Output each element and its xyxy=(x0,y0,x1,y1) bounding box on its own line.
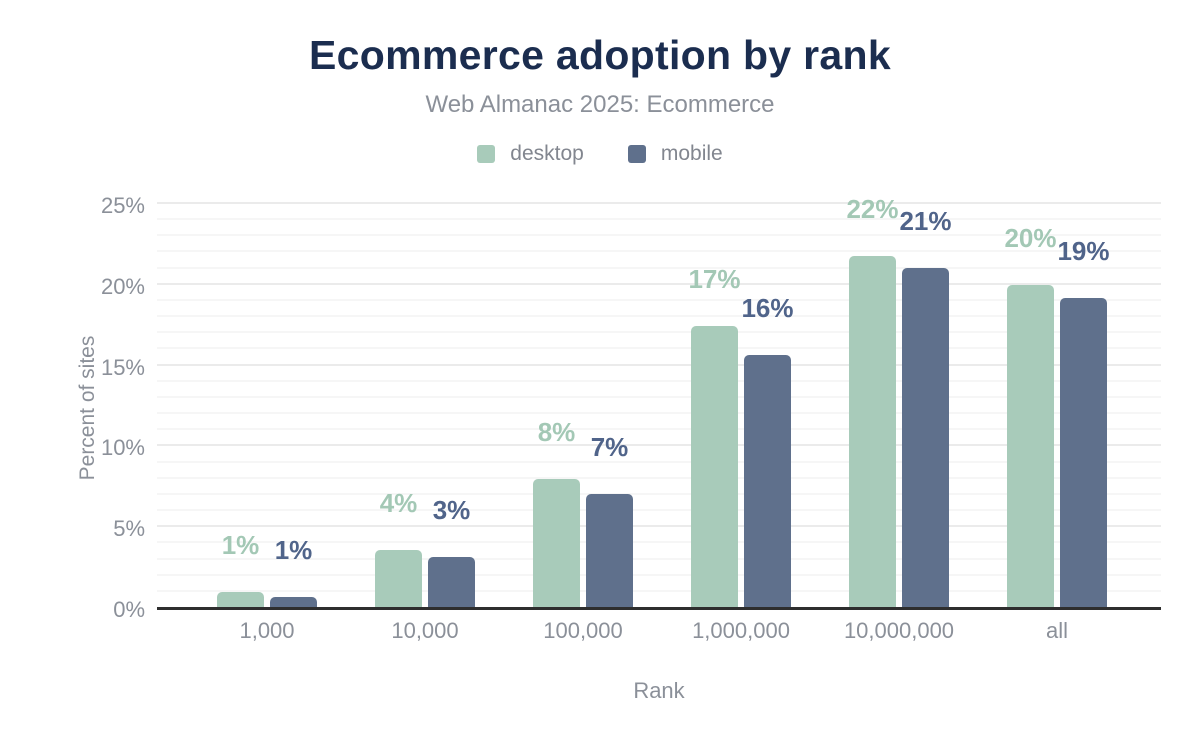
gridline-minor xyxy=(157,395,1161,398)
y-tick-label: 5% xyxy=(113,516,145,542)
gridline-minor xyxy=(157,315,1161,318)
bar-value-label-desktop-2: 4% xyxy=(379,488,418,519)
bar-mobile-4: 16% xyxy=(741,295,794,607)
bar-desktop-5: 22% xyxy=(846,196,899,607)
gridline-minor xyxy=(157,266,1161,269)
gridline-major xyxy=(157,363,1161,366)
x-tick-label: all xyxy=(1045,618,1068,643)
bar-desktop-6: 20% xyxy=(1004,225,1057,607)
legend: desktop mobile xyxy=(0,142,1200,166)
bar-value-label-mobile-6: 19% xyxy=(1057,236,1110,267)
gridline-minor xyxy=(157,573,1161,576)
gridline-major xyxy=(157,282,1161,285)
x-tick-label: 1,000 xyxy=(239,618,295,643)
y-axis-title: Percent of sites xyxy=(76,335,99,481)
y-tick-label: 20% xyxy=(100,273,145,299)
bar-group-1: 1% 1% xyxy=(188,206,346,607)
gridline-minor xyxy=(157,492,1161,495)
bar-desktop-1: 1% xyxy=(217,532,264,607)
gridline-minor xyxy=(157,218,1161,221)
plot-area: 1% 1% 4% 3% 8% 7% 17% 16% 22% 21% 20% 19% xyxy=(157,196,1161,610)
bar-value-label-desktop-1: 1% xyxy=(221,530,260,561)
bar-group-3: 8% 7% xyxy=(504,206,662,607)
legend-swatch-mobile-icon xyxy=(627,145,646,163)
gridline-major xyxy=(157,525,1161,528)
bar-value-label-desktop-6: 20% xyxy=(1004,223,1057,254)
x-axis-ticks: 1,000 10,000 100,000 1,000,000 10,000,000 all xyxy=(188,618,1136,644)
gridline-minor xyxy=(157,379,1161,382)
bar-group-4: 17% 16% xyxy=(662,206,820,607)
bar-value-label-desktop-5: 22% xyxy=(846,194,899,225)
x-tick-label: 10,000,000 xyxy=(843,618,955,643)
legend-swatch-desktop-icon xyxy=(477,145,496,163)
y-axis-ticks: 0% 5% 10% 15% 20% 25% xyxy=(0,193,145,622)
x-tick-label: 100,000 xyxy=(543,618,623,643)
gridline-minor xyxy=(157,541,1161,544)
chart-subtitle: Web Almanac 2025: Ecommerce xyxy=(425,91,775,118)
bar-mobile-2: 3% xyxy=(428,497,475,607)
gridline-minor xyxy=(157,557,1161,560)
bar-value-label-desktop-3: 8% xyxy=(537,417,576,448)
legend-label-desktop: desktop xyxy=(510,142,584,165)
bar-groups: 1% 1% 4% 3% 8% 7% 17% 16% 22% 21% 20% 19% xyxy=(188,196,1136,607)
bar-mobile-6: 19% xyxy=(1057,238,1110,607)
bar-value-label-mobile-2: 3% xyxy=(432,494,471,525)
x-tick-label: 10,000 xyxy=(391,618,459,643)
y-tick-label: 25% xyxy=(100,193,145,218)
gridline-minor xyxy=(157,460,1161,463)
gridline-minor xyxy=(157,476,1161,479)
x-tick-label: 1,000,000 xyxy=(692,618,790,643)
gridline-minor xyxy=(157,347,1161,350)
gridline-minor xyxy=(157,331,1161,334)
bar-value-label-desktop-4: 17% xyxy=(688,263,741,294)
legend-item-mobile: mobile xyxy=(627,142,723,166)
gridline-minor xyxy=(157,234,1161,237)
bar-value-label-mobile-5: 21% xyxy=(899,205,952,236)
y-tick-label: 0% xyxy=(113,597,145,622)
chart-title: Ecommerce adoption by rank xyxy=(309,32,891,78)
gridline-major xyxy=(157,202,1161,204)
bar-desktop-2: 4% xyxy=(375,490,422,607)
bar-value-label-mobile-4: 16% xyxy=(741,292,794,323)
legend-label-mobile: mobile xyxy=(660,142,723,165)
x-axis-title: Rank xyxy=(633,678,685,703)
bar-group-6: 20% 19% xyxy=(978,206,1136,607)
bar-value-label-mobile-3: 7% xyxy=(590,431,629,462)
bar-mobile-3: 7% xyxy=(586,434,633,607)
gridline-minor xyxy=(157,298,1161,301)
y-tick-label: 15% xyxy=(100,354,145,380)
gridline-minor xyxy=(157,412,1161,415)
legend-item-desktop: desktop xyxy=(477,142,584,166)
gridline-minor xyxy=(157,589,1161,592)
bar-desktop-4: 17% xyxy=(688,266,741,607)
gridline-minor xyxy=(157,428,1161,431)
bar-group-5: 22% 21% xyxy=(820,196,978,607)
bar-value-label-mobile-1: 1% xyxy=(274,535,313,566)
gridline-major xyxy=(157,444,1161,447)
bar-group-2: 4% 3% xyxy=(346,206,504,607)
bar-desktop-3: 8% xyxy=(533,419,580,607)
gridlines xyxy=(157,202,1161,607)
gridline-minor xyxy=(157,250,1161,253)
bar-mobile-1: 1% xyxy=(270,537,317,607)
y-tick-label: 10% xyxy=(100,435,145,461)
bar-mobile-5: 21% xyxy=(899,208,952,607)
gridline-minor xyxy=(157,509,1161,512)
